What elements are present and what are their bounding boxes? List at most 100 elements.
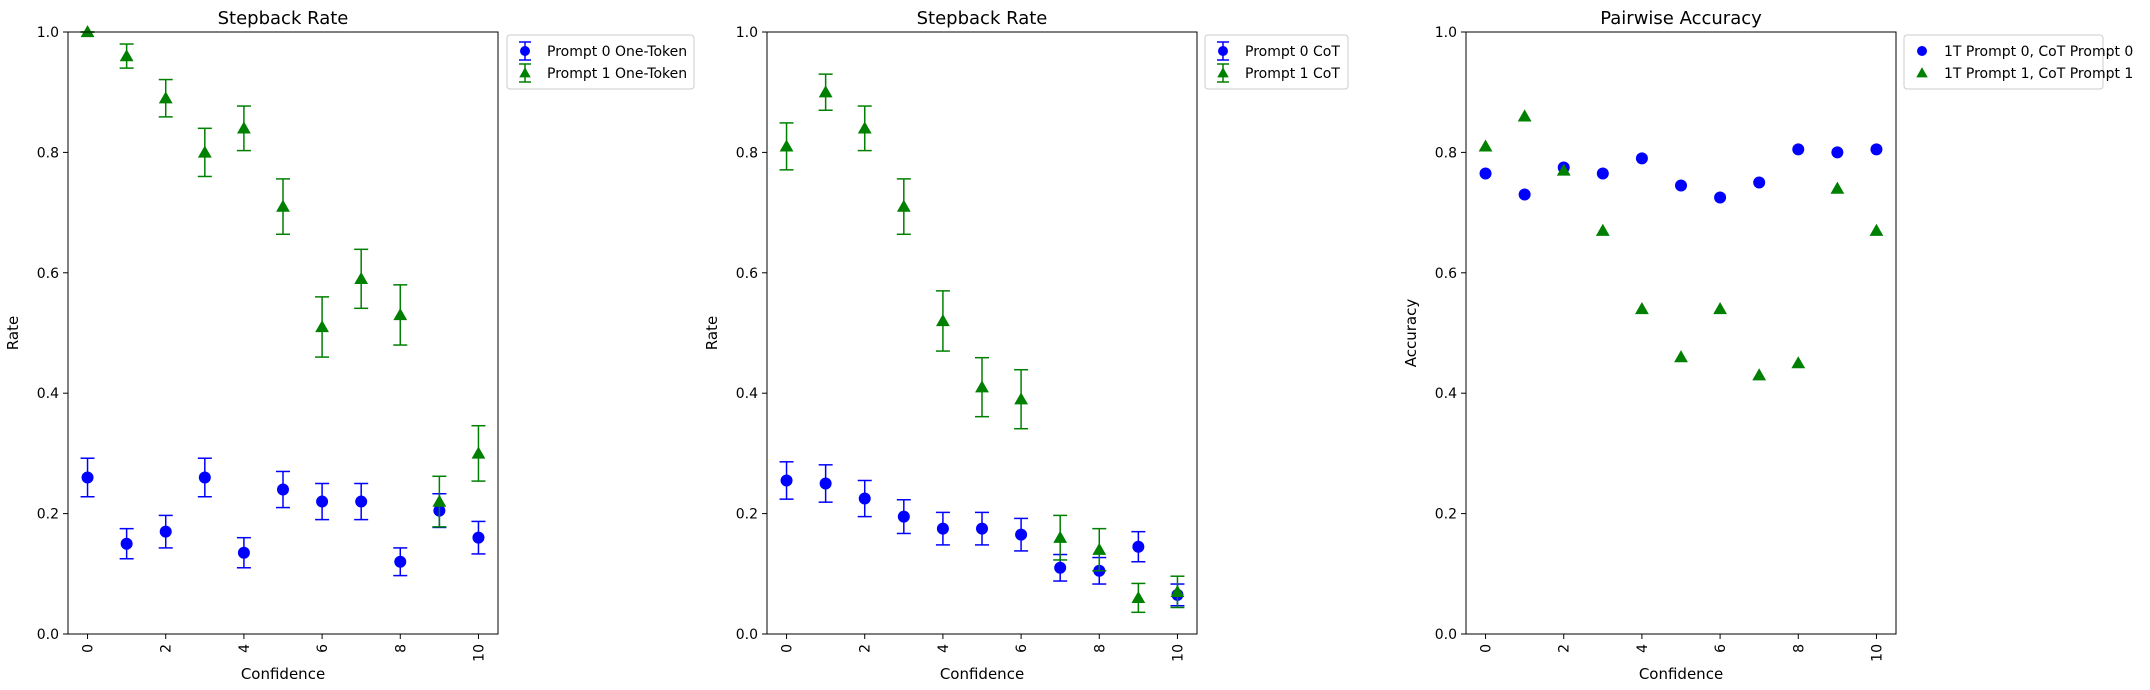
data-point bbox=[1596, 167, 1609, 180]
legend: Prompt 0 CoT Prompt 1 CoT bbox=[1204, 34, 1349, 90]
data-point bbox=[1132, 540, 1145, 553]
x-tick-label: 0 bbox=[780, 644, 796, 653]
chart-title: Stepback Rate bbox=[917, 8, 1048, 29]
chart-title: Pairwise Accuracy bbox=[1600, 8, 1762, 29]
data-point bbox=[1518, 188, 1531, 201]
legend: Prompt 0 One-Token Prompt 1 One-Token bbox=[506, 34, 695, 90]
data-point bbox=[277, 483, 289, 496]
legend-label: Prompt 1 CoT bbox=[1245, 66, 1340, 82]
y-tick-label: 0.0 bbox=[1435, 627, 1457, 643]
data-point bbox=[780, 474, 793, 487]
data-point bbox=[159, 525, 172, 538]
legend-marker bbox=[1217, 67, 1229, 78]
y-axis-label: Accuracy bbox=[1402, 299, 1420, 368]
data-point bbox=[1792, 143, 1805, 156]
data-point bbox=[80, 25, 95, 38]
y-tick-label: 1.0 bbox=[736, 25, 758, 41]
legend-marker bbox=[1916, 67, 1928, 78]
legend-box bbox=[1204, 34, 1349, 90]
y-tick-label: 0.2 bbox=[37, 507, 59, 523]
legend-label: 1T Prompt 0, CoT Prompt 0 bbox=[1944, 44, 2133, 60]
chart-panel-1: Stepback Rate 0.0 0.2 0.4 0.6 0.8 1.0 0 2 4 6 8 10 Co… bbox=[4, 8, 695, 683]
x-tick-label: 4 bbox=[1635, 644, 1651, 653]
data-point bbox=[355, 495, 368, 508]
data-point bbox=[1131, 590, 1146, 604]
data-point bbox=[1595, 223, 1610, 236]
legend-label: Prompt 0 One-Token bbox=[547, 44, 687, 60]
data-point bbox=[1753, 176, 1766, 189]
y-tick-label: 0.0 bbox=[736, 627, 758, 643]
data-point bbox=[1713, 302, 1727, 315]
data-point bbox=[120, 537, 133, 550]
y-tick-label: 1.0 bbox=[37, 25, 59, 41]
y-tick-label: 0.6 bbox=[736, 266, 758, 282]
data-point bbox=[198, 471, 211, 484]
data-point bbox=[779, 139, 794, 152]
x-tick-label: 0 bbox=[1479, 644, 1495, 653]
data-point bbox=[276, 199, 290, 212]
legend-label: 1T Prompt 1, CoT Prompt 1 bbox=[1944, 66, 2133, 82]
data-point bbox=[472, 531, 485, 544]
y-tick-label: 0.4 bbox=[1435, 386, 1457, 402]
x-tick-label: 6 bbox=[1713, 644, 1729, 653]
data-point bbox=[393, 308, 408, 321]
data-point bbox=[857, 121, 872, 134]
data-point bbox=[896, 199, 911, 212]
x-axis-label: Confidence bbox=[241, 665, 325, 683]
plot-frame bbox=[766, 31, 1198, 635]
legend-label: Prompt 1 One-Token bbox=[547, 66, 687, 82]
plot-frame bbox=[1465, 31, 1897, 635]
chart-panel-2: Stepback Rate 0.0 0.2 0.4 0.6 0.8 1.0 0 2 4 6 8 10 Co… bbox=[703, 8, 1349, 683]
data-point bbox=[1556, 163, 1571, 176]
x-tick-label: 10 bbox=[471, 644, 487, 662]
series-2 bbox=[779, 73, 1185, 614]
x-tick-label: 2 bbox=[858, 644, 874, 653]
data-point bbox=[1053, 530, 1068, 543]
x-tick-label: 4 bbox=[237, 644, 253, 653]
data-point bbox=[237, 546, 250, 559]
x-tick-label: 8 bbox=[1791, 644, 1807, 653]
data-point bbox=[1831, 146, 1844, 159]
y-tick-label: 0.8 bbox=[736, 145, 758, 161]
data-point bbox=[1869, 223, 1884, 236]
data-point bbox=[81, 471, 94, 484]
y-tick-label: 0.2 bbox=[1435, 507, 1457, 523]
data-point bbox=[1014, 392, 1028, 405]
series-2 bbox=[1478, 109, 1884, 381]
legend-marker bbox=[1218, 46, 1228, 56]
data-point bbox=[1752, 368, 1767, 381]
data-point bbox=[976, 522, 988, 535]
data-point bbox=[1714, 191, 1727, 204]
data-point bbox=[936, 522, 949, 535]
data-point bbox=[1478, 139, 1493, 152]
x-tick-label: 6 bbox=[315, 644, 331, 653]
data-point bbox=[316, 495, 329, 508]
data-point bbox=[1675, 179, 1687, 192]
x-tick-label: 4 bbox=[936, 644, 952, 653]
x-tick-label: 8 bbox=[1092, 644, 1108, 653]
plot-frame bbox=[67, 31, 499, 635]
data-point bbox=[158, 91, 173, 104]
y-tick-label: 0.2 bbox=[736, 507, 758, 523]
y-tick-label: 0.0 bbox=[37, 627, 59, 643]
series-1 bbox=[1479, 143, 1883, 204]
y-tick-label: 0.4 bbox=[37, 386, 59, 402]
legend: 1T Prompt 0, CoT Prompt 0 1T Prompt 1, Co… bbox=[1903, 34, 2133, 90]
series-1 bbox=[779, 461, 1185, 607]
y-tick-label: 0.4 bbox=[736, 386, 758, 402]
series-1 bbox=[80, 457, 486, 577]
legend-label: Prompt 0 CoT bbox=[1245, 44, 1340, 60]
chart-panel-3: Pairwise Accuracy 0.0 0.2 0.4 0.6 0.8 1.0 0 2 4 6 8… bbox=[1402, 8, 2133, 683]
data-point bbox=[1054, 561, 1067, 574]
y-tick-label: 0.8 bbox=[1435, 145, 1457, 161]
data-point bbox=[818, 85, 833, 98]
x-tick-label: 10 bbox=[1170, 644, 1186, 662]
data-point bbox=[394, 555, 407, 568]
data-point bbox=[354, 271, 369, 284]
legend-marker bbox=[520, 46, 530, 56]
data-point bbox=[1674, 350, 1688, 363]
data-point bbox=[119, 49, 134, 62]
data-point bbox=[471, 446, 486, 459]
legend-marker bbox=[1917, 46, 1927, 56]
